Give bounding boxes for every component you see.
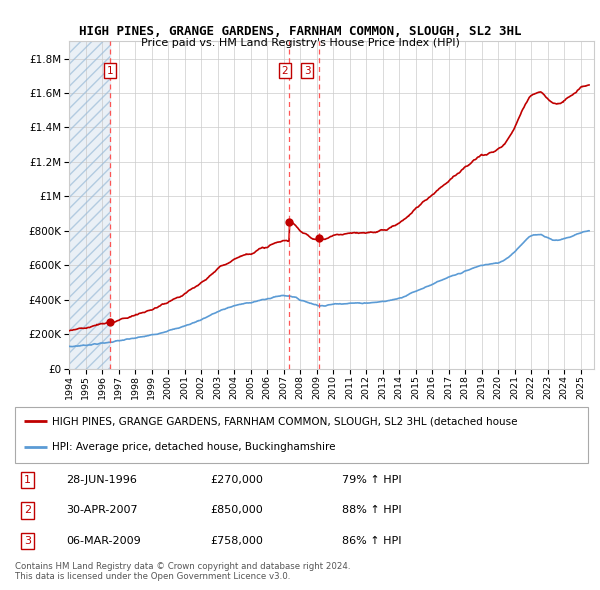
Text: 86% ↑ HPI: 86% ↑ HPI (341, 536, 401, 546)
Text: 28-JUN-1996: 28-JUN-1996 (67, 476, 137, 485)
Text: 88% ↑ HPI: 88% ↑ HPI (341, 506, 401, 516)
Text: £850,000: £850,000 (210, 506, 263, 516)
Text: HIGH PINES, GRANGE GARDENS, FARNHAM COMMON, SLOUGH, SL2 3HL: HIGH PINES, GRANGE GARDENS, FARNHAM COMM… (79, 25, 521, 38)
FancyBboxPatch shape (15, 407, 588, 463)
Text: £758,000: £758,000 (210, 536, 263, 546)
Bar (69, 41, 110, 369)
Text: Price paid vs. HM Land Registry's House Price Index (HPI): Price paid vs. HM Land Registry's House … (140, 38, 460, 48)
Text: 06-MAR-2009: 06-MAR-2009 (67, 536, 142, 546)
Text: 1: 1 (24, 476, 31, 485)
Text: 79% ↑ HPI: 79% ↑ HPI (341, 476, 401, 485)
Text: 2: 2 (24, 506, 31, 516)
Text: 3: 3 (24, 536, 31, 546)
Text: HPI: Average price, detached house, Buckinghamshire: HPI: Average price, detached house, Buck… (52, 442, 336, 453)
Text: 30-APR-2007: 30-APR-2007 (67, 506, 138, 516)
Text: HIGH PINES, GRANGE GARDENS, FARNHAM COMMON, SLOUGH, SL2 3HL (detached house: HIGH PINES, GRANGE GARDENS, FARNHAM COMM… (52, 416, 518, 426)
Text: 3: 3 (304, 65, 311, 76)
Text: Contains HM Land Registry data © Crown copyright and database right 2024.
This d: Contains HM Land Registry data © Crown c… (15, 562, 350, 581)
Text: 2: 2 (281, 65, 288, 76)
Bar (69, 41, 110, 369)
Text: £270,000: £270,000 (210, 476, 263, 485)
Text: 1: 1 (107, 65, 113, 76)
